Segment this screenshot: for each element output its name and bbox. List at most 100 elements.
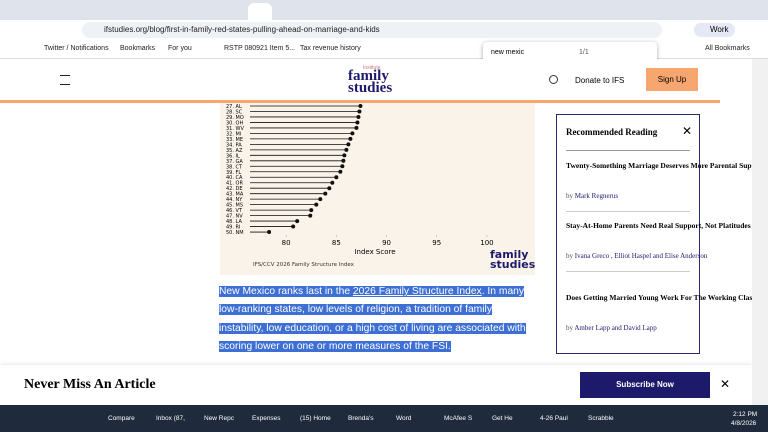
- dot: [309, 208, 314, 213]
- address-bar[interactable]: [82, 22, 662, 38]
- dot: [340, 164, 345, 169]
- menu[interactable]: [60, 75, 70, 85]
- banner-title: Never Miss An Article: [24, 377, 156, 392]
- dot: [295, 219, 300, 224]
- link[interactable]: 2026 Family Structure Index: [352, 286, 482, 297]
- dot: [267, 230, 272, 235]
- banner: Never Miss An Article Subscribe Now ✕: [0, 365, 752, 405]
- dot: [323, 191, 328, 196]
- task-item[interactable]: McAfee S: [444, 415, 473, 422]
- task-item[interactable]: Get He: [492, 415, 513, 422]
- donate[interactable]: Donate to IFS: [575, 76, 625, 85]
- chart-logo: studies: [490, 258, 535, 271]
- x-tick-label: 85: [332, 239, 341, 247]
- active-tab[interactable]: [248, 3, 272, 20]
- article-title[interactable]: Does Getting Married Young Work For The …: [566, 293, 759, 302]
- dot: [355, 120, 360, 125]
- row-label: 33. ME: [226, 137, 243, 143]
- authors: Mark Regnerus: [574, 192, 619, 200]
- chart-bg: [220, 103, 535, 275]
- row-label: 38. CT: [226, 164, 243, 170]
- dot: [291, 224, 296, 229]
- scrollbar: [752, 59, 768, 405]
- url[interactable]: ifstudies.org/blog/first-in-family-red-s…: [104, 25, 380, 34]
- bookmark[interactable]: All Bookmarks: [705, 45, 750, 52]
- find-bar: new mexic 1/1: [483, 42, 657, 64]
- logo[interactable]: family: [348, 68, 389, 84]
- profile[interactable]: Work: [694, 23, 735, 37]
- header-rule: [0, 100, 720, 103]
- x-axis-label: Index Score: [354, 248, 395, 256]
- bookmark[interactable]: RSTP 080921 Item 5...: [224, 45, 296, 52]
- taskbar: 2:12 PM 4/8/2026 Compare Inbox (87, New Re…: [0, 405, 768, 432]
- chart: Index Score IFS/CCV 2026 Family Structur…: [220, 103, 535, 275]
- logo[interactable]: studies: [348, 80, 393, 96]
- divider: [566, 211, 690, 212]
- row-label: 35. AZ: [226, 148, 243, 154]
- row-label: 43. MA: [226, 192, 244, 198]
- logo-small: Institute: [363, 65, 381, 71]
- search[interactable]: [549, 75, 558, 84]
- dot: [314, 202, 319, 207]
- dot: [356, 114, 361, 119]
- subscribe[interactable]: Subscribe Now: [580, 372, 710, 398]
- x-tick-label: 90: [382, 239, 391, 247]
- clock: 2:12 PM: [733, 411, 758, 418]
- by: by: [566, 252, 573, 260]
- dot: [348, 136, 353, 141]
- byline: by Ivana Greco , Elliot Haspel and Elise…: [566, 250, 707, 262]
- sidebar-title: Recommended Reading: [566, 127, 658, 137]
- bookmark[interactable]: Bookmarks: [120, 45, 156, 52]
- row-label: 47. NV: [226, 214, 243, 220]
- bookmark[interactable]: Twitter / Notifications: [44, 45, 109, 52]
- row-label: 28. SC: [226, 109, 243, 115]
- task-item[interactable]: Expenses: [252, 415, 281, 422]
- task-item[interactable]: 4-26 Paul: [540, 415, 568, 422]
- row-label: 46. VT: [226, 208, 243, 214]
- close[interactable]: ✕: [720, 377, 731, 391]
- byline: by Amber Lapp and David Lapp: [566, 322, 690, 334]
- bookmark[interactable]: For you: [168, 45, 192, 52]
- chart-source: IFS/CCV 2026 Family Structure Index: [253, 262, 355, 268]
- dot: [342, 153, 347, 158]
- task-item[interactable]: Compare: [108, 415, 135, 422]
- signup[interactable]: Sign Up: [646, 68, 698, 91]
- row-label: 50. NM: [226, 230, 244, 236]
- row-label: 30. OH: [226, 120, 243, 126]
- row-label: 37. GA: [226, 159, 243, 165]
- site-header: Institute family studies Donate to IFS S…: [0, 59, 752, 100]
- task-item[interactable]: Word: [396, 415, 412, 422]
- dot: [330, 180, 335, 185]
- row-label: 48. LA: [226, 219, 242, 225]
- authors: Ivana Greco , Elliot Haspel and Elise An…: [574, 252, 708, 260]
- row-label: 45. MS: [226, 203, 243, 209]
- row-label: 29. MO: [226, 115, 244, 121]
- task-item[interactable]: Brenda's: [348, 415, 374, 422]
- dot: [327, 186, 332, 191]
- dot: [308, 213, 313, 218]
- text: ranks last in the: [275, 286, 353, 297]
- row-label: 32. MI: [226, 131, 241, 137]
- task-item[interactable]: Scrabble: [588, 415, 614, 422]
- dot: [354, 125, 359, 130]
- task-item[interactable]: (15) Home: [300, 415, 331, 422]
- by: by: [566, 324, 573, 332]
- find-query[interactable]: new mexic: [491, 49, 525, 56]
- text: New Mexico: [219, 286, 276, 297]
- row-label: 39. FL: [226, 170, 241, 176]
- row-label: 34. PA: [226, 142, 242, 148]
- date: 4/8/2026: [731, 420, 757, 427]
- article-title[interactable]: Stay-At-Home Parents Need Real Support, …: [566, 221, 751, 230]
- dot: [344, 147, 349, 152]
- bookmark[interactable]: Tax revenue history: [300, 45, 361, 52]
- task-item[interactable]: Inbox (87,: [156, 415, 185, 422]
- dot: [338, 169, 343, 174]
- toolbar: ifstudies.org/blog/first-in-family-red-s…: [0, 20, 768, 40]
- dot: [334, 175, 339, 180]
- close[interactable]: ✕: [682, 124, 693, 138]
- x-tick-label: 80: [282, 239, 291, 247]
- text: . In many low-ranking states, low levels…: [219, 286, 526, 352]
- task-item[interactable]: New Repc: [204, 415, 234, 422]
- dot: [358, 104, 363, 108]
- article-title[interactable]: Twenty-Something Marriage Deserves More …: [566, 161, 766, 170]
